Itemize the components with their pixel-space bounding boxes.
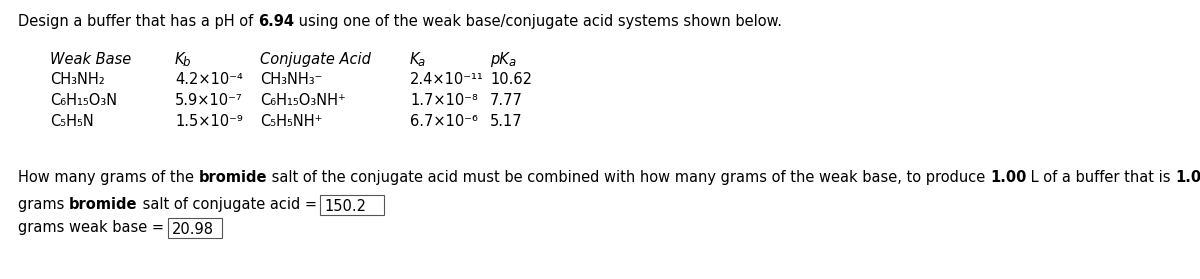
Text: K: K [410,52,420,67]
Text: Conjugate Acid: Conjugate Acid [260,52,371,67]
Text: 5.17: 5.17 [490,114,523,129]
Text: b: b [182,56,191,69]
Text: 7.77: 7.77 [490,93,523,108]
Text: using one of the weak base/conjugate acid systems shown below.: using one of the weak base/conjugate aci… [294,14,782,29]
Text: 1.00: 1.00 [1176,170,1200,185]
Text: 1.5×10⁻⁹: 1.5×10⁻⁹ [175,114,242,129]
Text: C₅H₅NH⁺: C₅H₅NH⁺ [260,114,323,129]
Text: 6.94: 6.94 [258,14,294,29]
Text: a: a [418,56,425,69]
Text: bromide: bromide [199,170,268,185]
Text: 6.7×10⁻⁶: 6.7×10⁻⁶ [410,114,478,129]
Text: a: a [509,56,516,69]
Text: bromide: bromide [70,197,138,212]
Text: How many grams of the: How many grams of the [18,170,199,185]
Text: grams: grams [18,197,70,212]
Text: C₅H₅N: C₅H₅N [50,114,94,129]
Text: 1.00: 1.00 [990,170,1026,185]
FancyBboxPatch shape [168,218,222,238]
Text: C₆H₁₅O₃N: C₆H₁₅O₃N [50,93,118,108]
Text: K: K [175,52,185,67]
Text: grams weak base =: grams weak base = [18,220,169,235]
Text: L of a buffer that is: L of a buffer that is [1026,170,1176,185]
Text: 2.4×10⁻¹¹: 2.4×10⁻¹¹ [410,72,484,87]
Text: CH₃NH₂: CH₃NH₂ [50,72,104,87]
Text: 20.98: 20.98 [172,222,214,237]
Text: pK: pK [490,52,509,67]
Text: 5.9×10⁻⁷: 5.9×10⁻⁷ [175,93,242,108]
Text: Weak Base: Weak Base [50,52,131,67]
Text: C₆H₁₅O₃NH⁺: C₆H₁₅O₃NH⁺ [260,93,346,108]
Text: salt of conjugate acid =: salt of conjugate acid = [138,197,322,212]
Text: 10.62: 10.62 [490,72,532,87]
Text: salt of the conjugate acid must be combined with how many grams of the weak base: salt of the conjugate acid must be combi… [268,170,990,185]
Text: 4.2×10⁻⁴: 4.2×10⁻⁴ [175,72,242,87]
Text: 1.7×10⁻⁸: 1.7×10⁻⁸ [410,93,478,108]
FancyBboxPatch shape [320,195,384,215]
Text: CH₃NH₃⁻: CH₃NH₃⁻ [260,72,323,87]
Text: Design a buffer that has a pH of: Design a buffer that has a pH of [18,14,258,29]
Text: 150.2: 150.2 [324,199,366,214]
